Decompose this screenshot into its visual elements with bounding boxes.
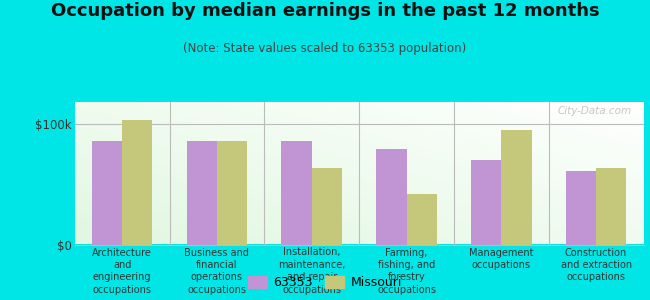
Text: Architecture
and
engineering
occupations: Architecture and engineering occupations [92, 248, 152, 295]
Bar [501, 130, 532, 244]
Bar [376, 149, 406, 244]
Text: Business and
financial
operations
occupations: Business and financial operations occupa… [185, 248, 250, 295]
Text: Construction
and extraction
occupations: Construction and extraction occupations [560, 248, 632, 282]
Bar [92, 141, 122, 244]
Bar [281, 141, 312, 244]
Bar [122, 120, 153, 244]
Text: (Note: State values scaled to 63353 population): (Note: State values scaled to 63353 popu… [183, 42, 467, 55]
Text: City-Data.com: City-Data.com [558, 106, 632, 116]
Bar [312, 168, 342, 244]
Bar [217, 141, 247, 244]
Text: Installation,
maintenance,
and repair
occupations: Installation, maintenance, and repair oc… [278, 248, 345, 295]
Text: Occupation by median earnings in the past 12 months: Occupation by median earnings in the pas… [51, 2, 599, 20]
Bar [187, 141, 217, 244]
Bar [406, 194, 437, 244]
Bar [566, 171, 596, 244]
Bar [471, 160, 501, 244]
Legend: 63353, Missouri: 63353, Missouri [243, 271, 407, 294]
Bar [596, 168, 627, 244]
Text: Management
occupations: Management occupations [469, 248, 534, 270]
Text: Farming,
fishing, and
forestry
occupations: Farming, fishing, and forestry occupatio… [377, 248, 436, 295]
